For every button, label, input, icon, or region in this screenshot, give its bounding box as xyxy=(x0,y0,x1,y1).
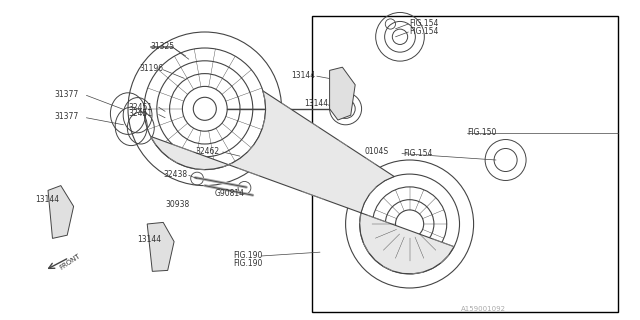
Bar xyxy=(312,16,618,312)
Text: A159001092: A159001092 xyxy=(461,306,506,312)
Text: FIG.154: FIG.154 xyxy=(410,20,439,28)
Text: 31325: 31325 xyxy=(150,42,175,51)
Text: 31377: 31377 xyxy=(54,112,79,121)
Text: G90814: G90814 xyxy=(214,189,244,198)
Text: FIG.154: FIG.154 xyxy=(410,28,439,36)
Text: FIG.190: FIG.190 xyxy=(234,260,263,268)
Text: 32451: 32451 xyxy=(128,103,152,112)
Text: 32451: 32451 xyxy=(128,109,152,118)
Text: 30938: 30938 xyxy=(165,200,189,209)
Polygon shape xyxy=(48,186,74,238)
Text: 13144: 13144 xyxy=(291,71,316,80)
Text: FIG.150: FIG.150 xyxy=(467,128,497,137)
Text: 31377: 31377 xyxy=(54,90,79,99)
Text: FIG.154: FIG.154 xyxy=(403,149,433,158)
Polygon shape xyxy=(150,91,454,274)
Polygon shape xyxy=(147,222,174,271)
Text: 13144: 13144 xyxy=(304,100,328,108)
Text: FRONT: FRONT xyxy=(59,253,82,271)
Text: 13144: 13144 xyxy=(35,196,60,204)
Text: 13144: 13144 xyxy=(138,235,162,244)
Text: FIG.190: FIG.190 xyxy=(234,252,263,260)
Text: 32438: 32438 xyxy=(163,170,188,179)
Text: 32462: 32462 xyxy=(195,148,220,156)
Polygon shape xyxy=(330,67,355,120)
Text: 0104S: 0104S xyxy=(365,148,389,156)
Text: 31196: 31196 xyxy=(140,64,164,73)
